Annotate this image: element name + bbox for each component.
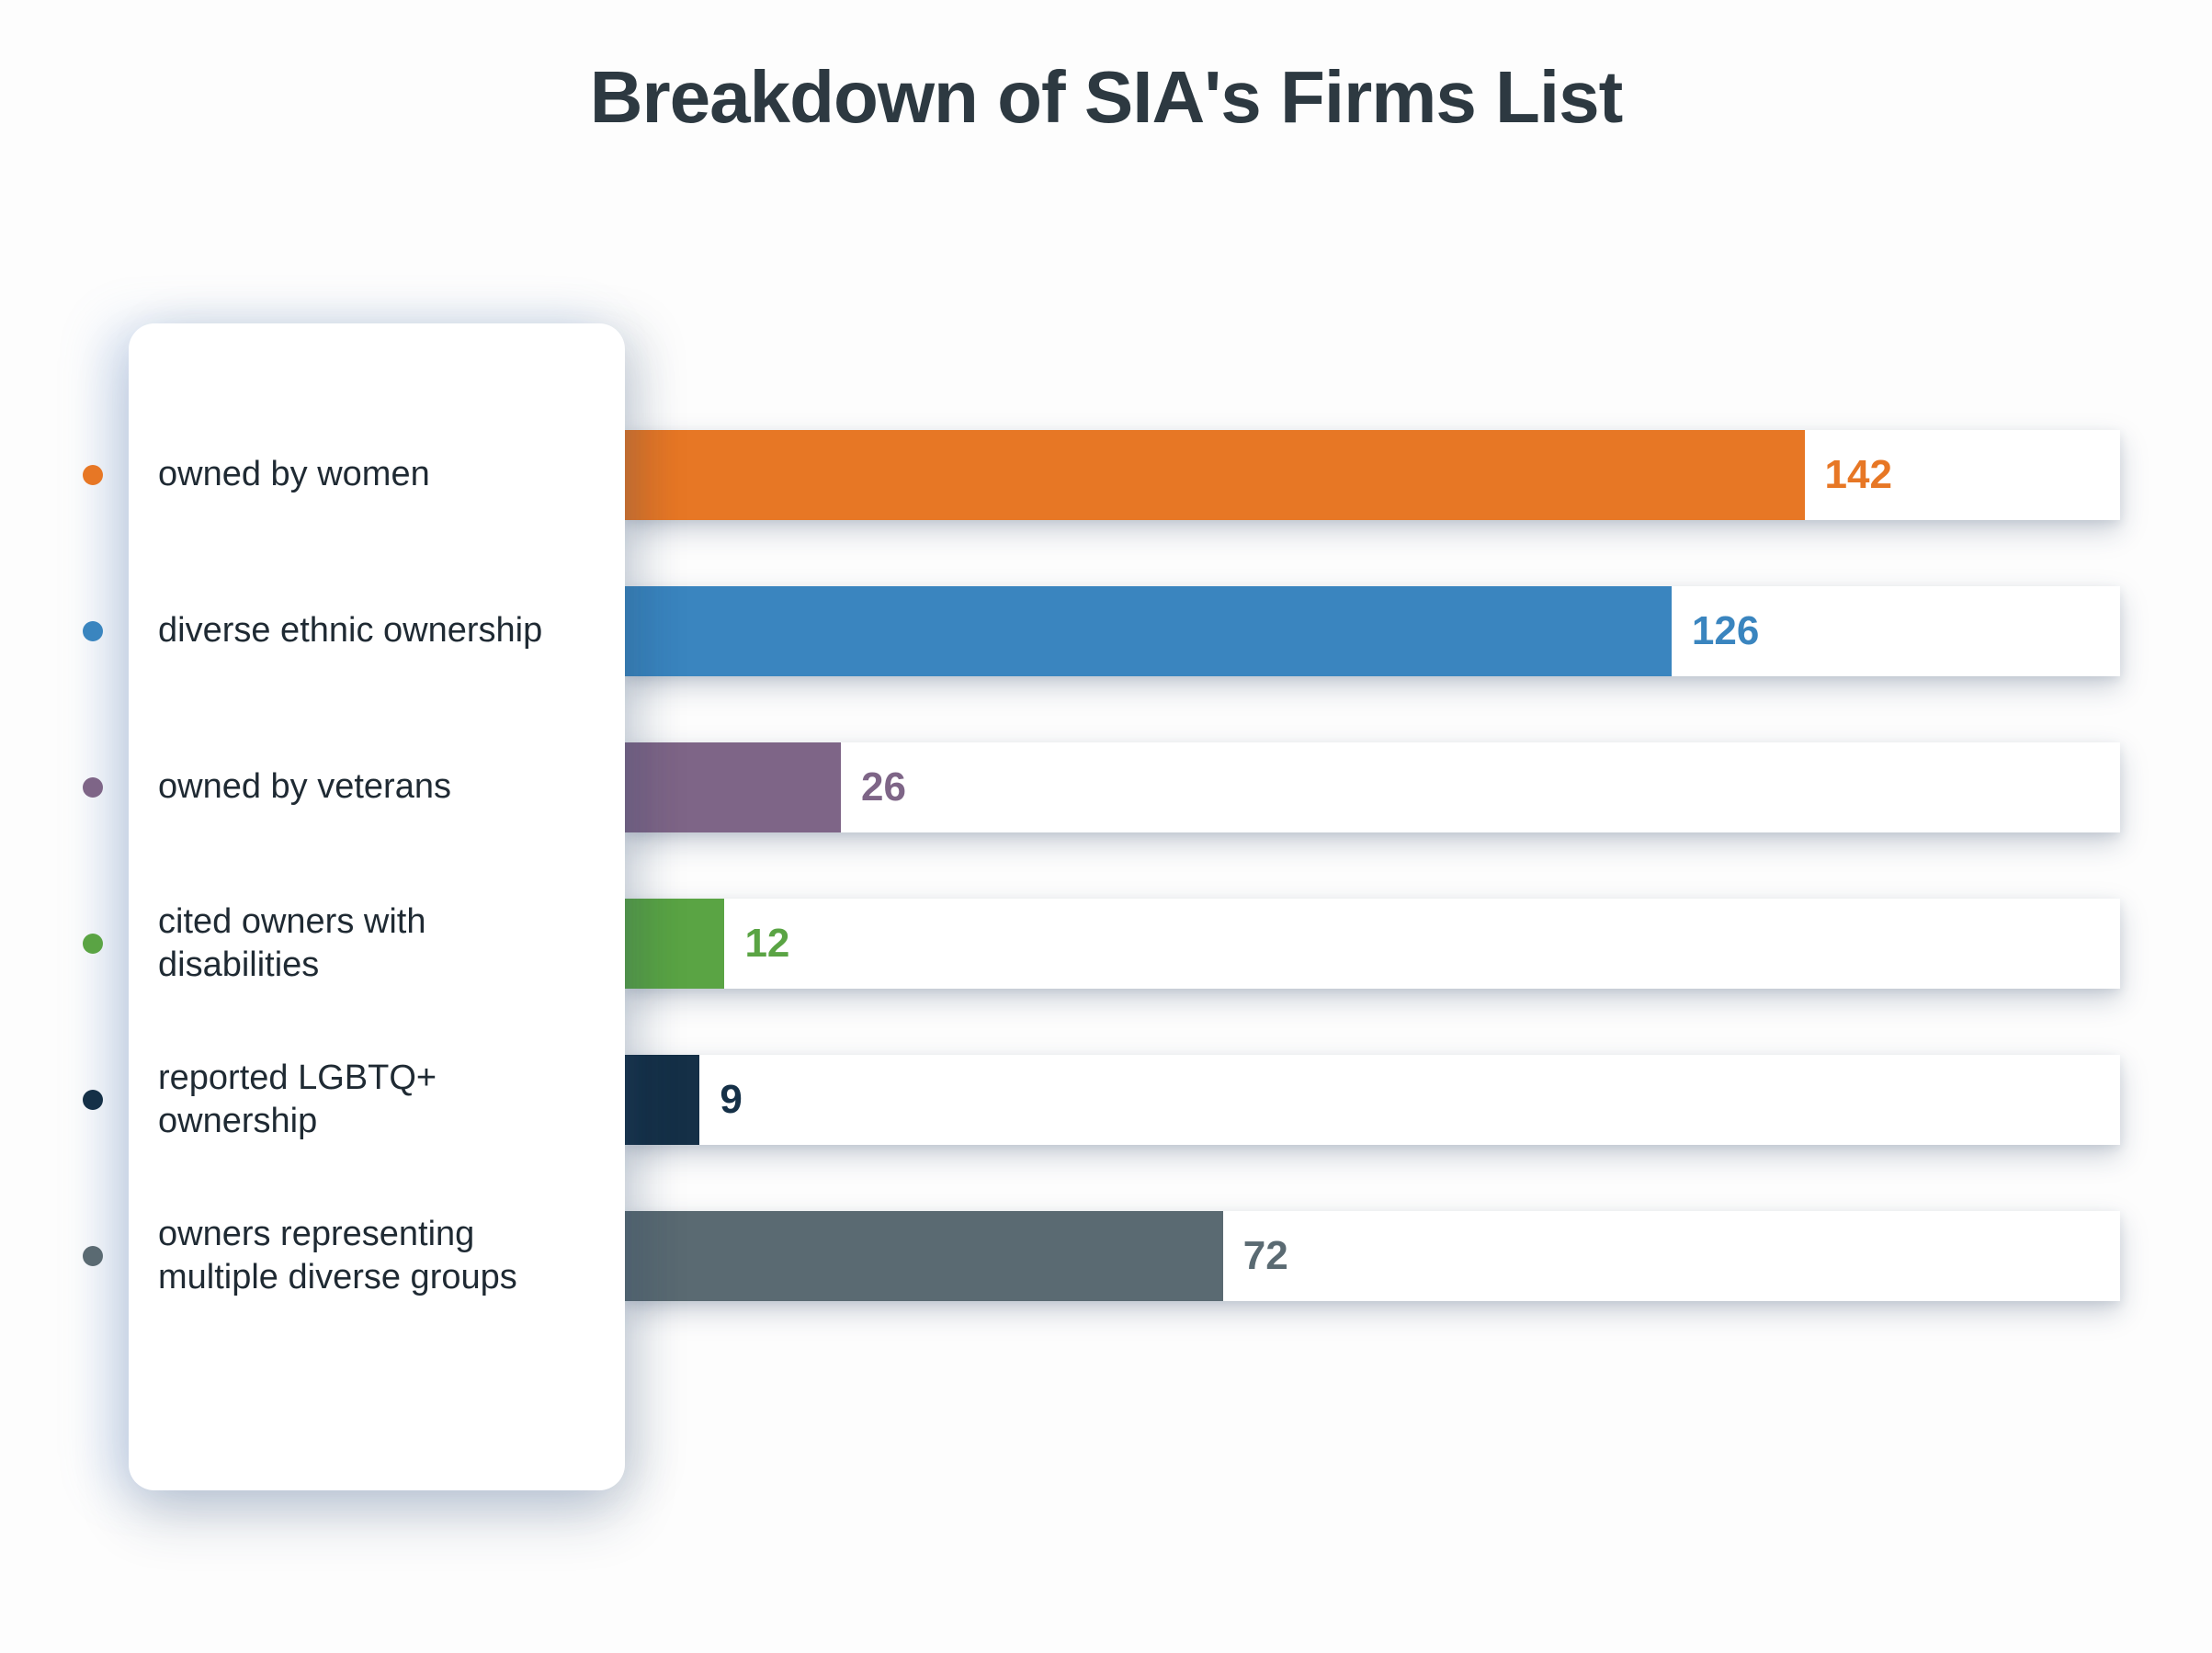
legend-row: cited owners with disabilities: [147, 866, 593, 1022]
bar-row: 72: [625, 1178, 2120, 1334]
bar-row: 26: [625, 709, 2120, 866]
legend-dot-icon: [83, 621, 103, 641]
legend-dot-icon: [83, 1090, 103, 1110]
bar-value: 142: [1825, 452, 1892, 498]
bar-fill: [625, 899, 724, 989]
bar-value: 126: [1692, 608, 1759, 654]
bar-track: 12: [625, 899, 2120, 989]
legend-label: owned by women: [158, 453, 430, 497]
legend-row: owned by veterans: [147, 709, 593, 866]
bar-track: 142: [625, 430, 2120, 520]
bar-track: 26: [625, 742, 2120, 832]
bar-fill: [625, 1055, 699, 1145]
bar-track: 72: [625, 1211, 2120, 1301]
legend-dot-icon: [83, 777, 103, 798]
legend-row: diverse ethnic ownership: [147, 553, 593, 709]
legend-label: reported LGBTQ+ ownership: [158, 1057, 593, 1144]
legend-dot-icon: [83, 465, 103, 485]
bar-fill: [625, 742, 841, 832]
bar-row: 9: [625, 1022, 2120, 1178]
bar-fill: [625, 430, 1805, 520]
bar-row: 126: [625, 553, 2120, 709]
bar-value: 72: [1243, 1233, 1288, 1279]
legend-label: diverse ethnic ownership: [158, 609, 542, 653]
legend-dot-icon: [83, 934, 103, 954]
bar-value: 12: [744, 921, 789, 967]
bar-fill: [625, 586, 1672, 676]
legend-label: cited owners with disabilities: [158, 900, 593, 988]
bars-container: 142 126 26 12 9 72: [625, 397, 2120, 1334]
legend-row: reported LGBTQ+ ownership: [147, 1022, 593, 1178]
bar-track: 9: [625, 1055, 2120, 1145]
legend-card: owned by women diverse ethnic ownership ow…: [129, 323, 625, 1490]
bar-value: 9: [720, 1077, 742, 1123]
bar-value: 26: [861, 764, 906, 810]
chart-area: owned by women diverse ethnic ownership ow…: [0, 204, 2212, 1582]
legend-row: owned by women: [147, 397, 593, 553]
chart-title: Breakdown of SIA's Firms List: [0, 55, 2212, 140]
legend-label: owners representing multiple diverse gro…: [158, 1213, 517, 1300]
bar-track: 126: [625, 586, 2120, 676]
bar-row: 142: [625, 397, 2120, 553]
legend-row: owners representing multiple diverse gro…: [147, 1178, 593, 1334]
legend-label: owned by veterans: [158, 765, 451, 810]
bar-fill: [625, 1211, 1223, 1301]
bar-row: 12: [625, 866, 2120, 1022]
legend-dot-icon: [83, 1246, 103, 1266]
